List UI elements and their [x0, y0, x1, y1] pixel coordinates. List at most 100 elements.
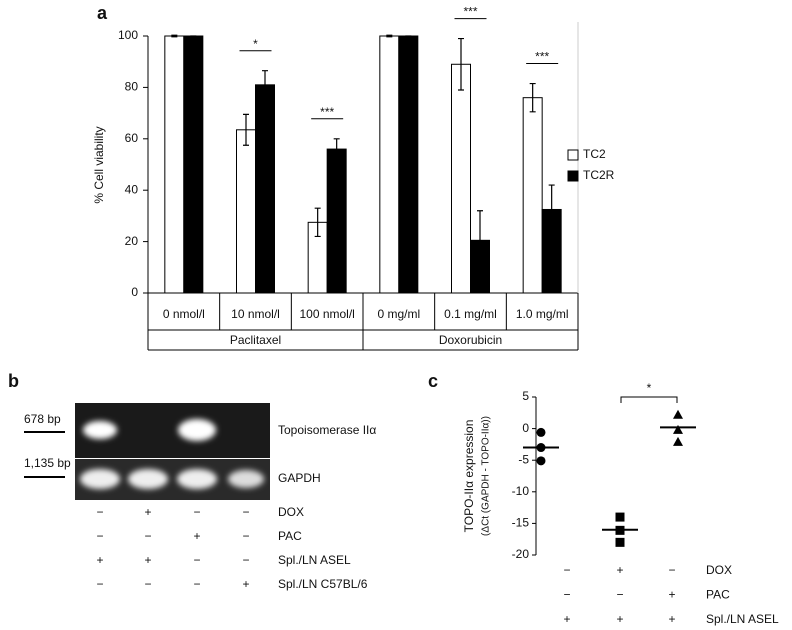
error-bar	[477, 210, 483, 271]
condition-sign: +	[563, 612, 570, 626]
significance-line	[620, 396, 678, 403]
legend-label: TC2	[583, 147, 606, 161]
data-point	[536, 427, 546, 437]
legend-swatch	[567, 170, 579, 182]
condition-sign: +	[144, 505, 151, 519]
condition-sign: +	[668, 588, 675, 602]
group-label: Doxorubicin	[439, 333, 502, 347]
significance-label: ***	[463, 5, 477, 19]
condition-label: Spl./LN C57BL/6	[278, 577, 368, 591]
y-tick-label: 0	[131, 285, 138, 299]
condition-sign: −	[193, 553, 200, 567]
condition-sign: −	[193, 505, 200, 519]
size-marker: 678 bp	[24, 412, 61, 426]
gel-image	[24, 403, 270, 500]
bar	[522, 97, 543, 294]
error-bar	[458, 37, 464, 91]
bar	[379, 35, 400, 294]
x-tick-label: 10 nmol/l	[231, 307, 280, 321]
y-tick-label: -10	[512, 484, 530, 498]
error-bar	[386, 34, 393, 38]
significance-label: ***	[535, 50, 549, 64]
error-bar	[171, 34, 178, 38]
condition-label: PAC	[278, 529, 302, 543]
data-point	[673, 409, 683, 419]
condition-sign: −	[616, 588, 623, 602]
condition-sign: −	[96, 505, 103, 519]
condition-sign: +	[616, 612, 623, 626]
y-tick-label: 80	[125, 80, 139, 94]
y-tick-label: 20	[125, 234, 139, 248]
y-tick-label: 0	[522, 421, 529, 435]
condition-label: DOX	[278, 505, 304, 519]
group-label: Paclitaxel	[230, 333, 281, 347]
x-tick-label: 1.0 mg/ml	[516, 307, 569, 321]
error-bar	[314, 207, 321, 238]
x-tick-label: 0 mg/ml	[377, 307, 420, 321]
condition-sign: −	[144, 577, 151, 591]
condition-sign: +	[668, 612, 675, 626]
condition-sign: −	[242, 505, 249, 519]
size-marker: 1,135 bp	[24, 456, 71, 470]
condition-sign: +	[242, 577, 249, 591]
condition-label: DOX	[706, 563, 732, 577]
error-bar	[548, 184, 555, 235]
condition-sign: +	[96, 553, 103, 567]
y-tick-label: -20	[512, 547, 530, 561]
data-point	[536, 456, 546, 466]
bar	[183, 35, 204, 294]
y-axis-label: (ΔCt (GAPDH - TOPO-IIα))	[481, 416, 492, 536]
condition-sign: +	[193, 529, 200, 543]
bar	[451, 63, 471, 294]
condition-sign: −	[96, 529, 103, 543]
y-tick-label: 5	[522, 389, 529, 403]
x-tick-label: 0.1 mg/ml	[444, 307, 497, 321]
error-bar	[243, 113, 249, 146]
bar	[255, 84, 275, 294]
condition-sign: +	[144, 553, 151, 567]
y-axis-label: TOPO-IIα expression	[462, 420, 476, 533]
condition-sign: −	[193, 577, 200, 591]
y-tick-label: -15	[512, 516, 530, 530]
condition-sign: −	[144, 529, 151, 543]
significance-label: *	[647, 381, 652, 395]
data-point	[615, 537, 625, 547]
panel-label: a	[97, 3, 108, 23]
y-tick-label: 60	[125, 131, 139, 145]
condition-label: PAC	[706, 588, 730, 602]
condition-sign: −	[242, 529, 249, 543]
condition-sign: −	[563, 563, 570, 577]
x-tick-label: 100 nmol/l	[299, 307, 354, 321]
error-bar	[262, 70, 268, 100]
bar	[164, 35, 185, 294]
x-tick-label: 0 nmol/l	[163, 307, 205, 321]
bar	[326, 148, 347, 294]
error-bar	[333, 138, 340, 160]
data-point	[615, 512, 625, 522]
significance-label: *	[253, 37, 258, 51]
condition-label: Spl./LN ASEL	[706, 612, 779, 626]
y-tick-label: 100	[118, 28, 138, 42]
legend-label: TC2R	[583, 168, 615, 182]
data-point	[673, 436, 683, 446]
condition-sign: −	[563, 588, 570, 602]
bar	[398, 35, 419, 294]
band-label: Topoisomerase IIα	[278, 423, 376, 437]
y-axis-label: % Cell viability	[92, 126, 106, 203]
y-tick-label: 40	[125, 182, 139, 196]
error-bar	[529, 82, 536, 113]
condition-sign: −	[242, 553, 249, 567]
bar	[236, 129, 256, 294]
panel-label: c	[428, 371, 438, 391]
y-tick-label: -5	[518, 452, 529, 466]
condition-sign: +	[616, 563, 623, 577]
condition-label: Spl./LN ASEL	[278, 553, 351, 567]
significance-label: ***	[320, 105, 334, 119]
data-point	[673, 424, 683, 434]
band-label: GAPDH	[278, 471, 321, 485]
condition-sign: −	[96, 577, 103, 591]
condition-sign: −	[668, 563, 675, 577]
legend-swatch	[567, 149, 579, 161]
panel-label: b	[8, 371, 19, 391]
